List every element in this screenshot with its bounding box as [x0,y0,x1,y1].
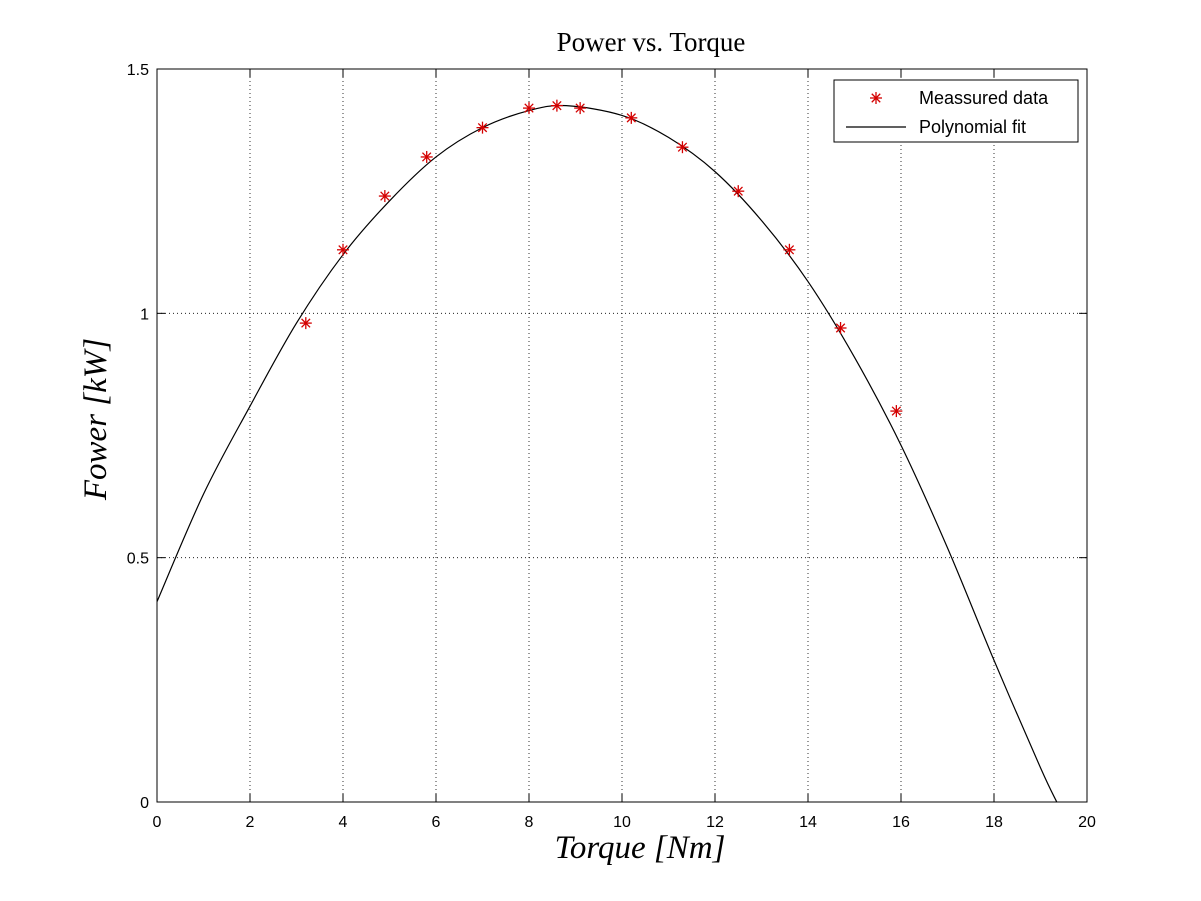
grid-lines [157,69,1087,802]
marker-stroke [338,245,348,255]
data-point [783,243,796,256]
x-tick-label: 4 [339,814,348,831]
x-tick-label: 0 [153,814,162,831]
marker-stroke [552,100,562,111]
data-point [523,102,535,115]
marker-stroke [421,152,432,162]
data-point [676,141,689,154]
legend-label-fit: Polynomial fit [919,117,1026,137]
legend-box [833,79,1079,143]
legend: Meassured data Polynomial fit [833,79,1079,143]
data-point [732,185,745,198]
x-tick-label: 14 [799,814,817,831]
data-point [299,317,312,330]
data-point [890,405,903,418]
data-point [476,121,489,134]
y-tick-label: 0.5 [127,551,149,568]
data-point [834,321,847,334]
marker-stroke [784,245,795,255]
marker-stroke [626,113,637,123]
x-tick-label: 16 [892,814,910,831]
marker-stroke [733,186,743,196]
x-axis-label: Torque [Nm] [555,830,726,866]
y-axis-label: Fower [kW] [78,338,114,501]
x-tick-label: 10 [613,814,631,831]
data-point [625,111,638,124]
marker-stroke [524,103,534,113]
marker-stroke [477,122,488,133]
marker-stroke [575,103,585,113]
data-series [156,99,1058,803]
data-point [420,150,433,163]
axis-ticks: 0 2 4 6 8 10 12 14 16 18 20 0 0.5 1 1.5 [127,62,1096,831]
data-point [574,102,587,115]
data-point [378,190,391,203]
x-tick-label: 2 [246,814,255,831]
y-tick-label: 1 [140,306,149,323]
x-tick-label: 18 [985,814,1003,831]
x-tick-label: 6 [432,814,441,831]
data-point [550,99,563,112]
legend-marker-measured [870,92,882,104]
marker-stroke [380,191,390,201]
marker-stroke [871,93,881,103]
plot-area [157,69,1087,802]
marker-stroke [301,318,311,328]
y-tick-label: 1.5 [127,62,149,79]
x-tick-label: 20 [1078,814,1096,831]
data-point [337,243,349,256]
marker-stroke [677,142,688,152]
x-tick-label: 12 [706,814,724,831]
legend-label-measured: Meassured data [919,88,1049,108]
marker-stroke [835,323,846,333]
x-tick-label: 8 [525,814,534,831]
y-tick-label: 0 [140,795,149,812]
legend-asterisk [870,92,882,104]
marker-stroke [891,406,902,416]
chart-title: Power vs. Torque [557,27,746,57]
